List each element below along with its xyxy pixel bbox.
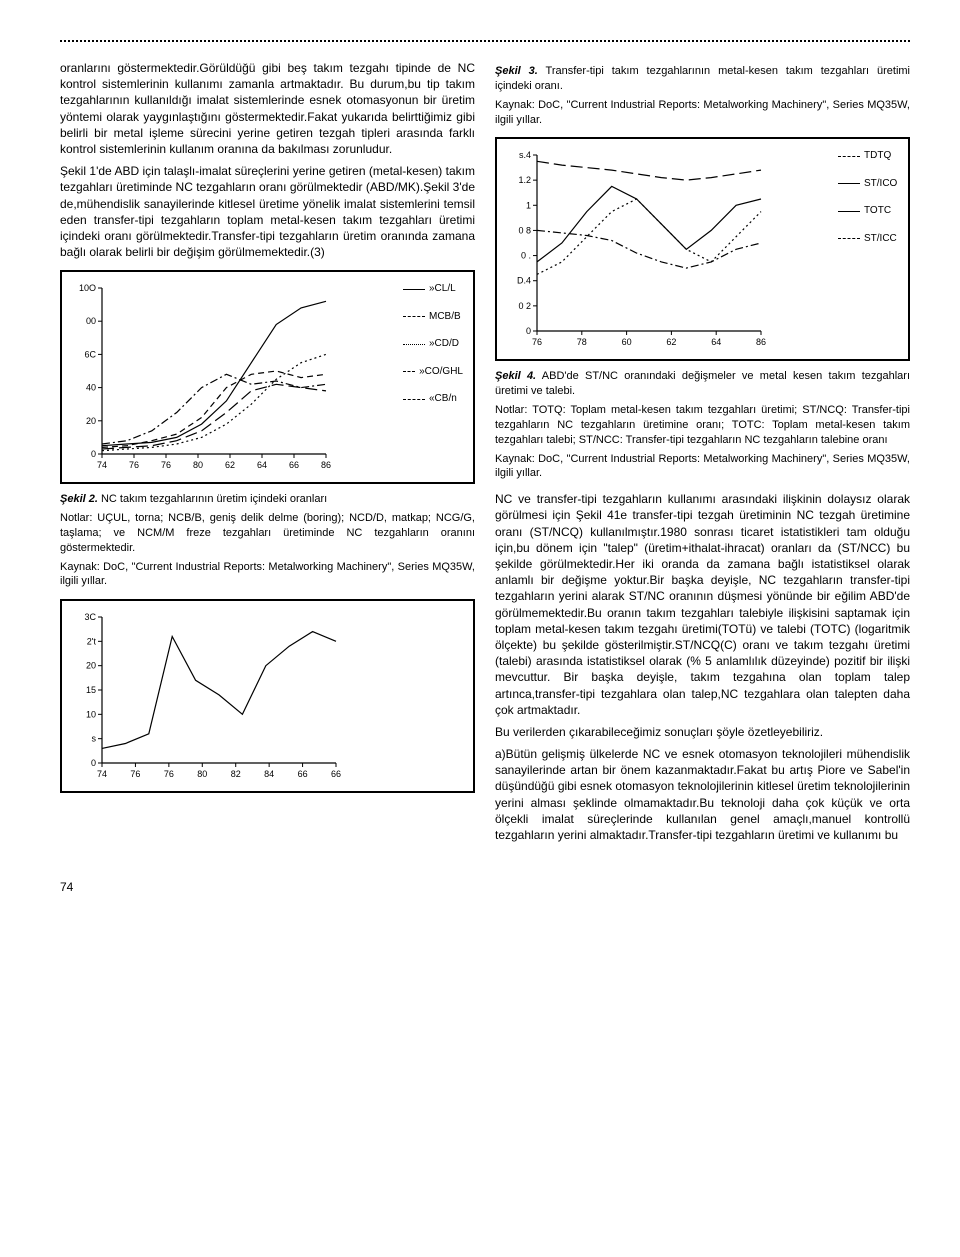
svg-text:6C: 6C: [84, 350, 96, 360]
top-rule: [60, 40, 910, 42]
legend-item: «CB/n: [403, 392, 463, 406]
svg-text:78: 78: [577, 337, 587, 347]
legend-item: »CL/L: [403, 282, 463, 296]
svg-text:86: 86: [321, 460, 331, 470]
figure-3-legend: TDTQ ST/ICO TOTC ST/ICC: [830, 149, 898, 349]
svg-text:20: 20: [86, 661, 96, 671]
legend-item: MCB/B: [403, 310, 463, 324]
figure-3-title: Şekil 3.: [495, 65, 538, 77]
svg-text:86: 86: [756, 337, 766, 347]
svg-text:0 .: 0 .: [521, 251, 531, 261]
svg-text:76: 76: [532, 337, 542, 347]
svg-text:10O: 10O: [79, 283, 96, 293]
left-para-1: oranlarını göstermektedir.Görüldüğü gibi…: [60, 60, 475, 157]
legend-item: TDTQ: [838, 149, 898, 163]
svg-text:15: 15: [86, 685, 96, 695]
svg-text:74: 74: [97, 769, 107, 779]
svg-text:66: 66: [331, 769, 341, 779]
figure-4-notes: Notlar: TOTQ: Toplam metal-kesen takım t…: [495, 403, 910, 448]
figure-4-caption-body: ABD'de ST/NC oranındaki değişmeler ve me…: [495, 370, 910, 397]
figure-3-source: Kaynak: DoC, "Current Industrial Reports…: [495, 98, 910, 128]
svg-text:76: 76: [164, 769, 174, 779]
svg-text:62: 62: [666, 337, 676, 347]
page-number: 74: [60, 879, 910, 895]
svg-text:0: 0: [526, 326, 531, 336]
left-column: oranlarını göstermektedir.Görüldüğü gibi…: [60, 60, 475, 849]
figure-2-caption-body: NC takım tezgahlarının üretim içindeki o…: [98, 493, 327, 505]
svg-text:2't: 2't: [87, 637, 97, 647]
svg-text:84: 84: [264, 769, 274, 779]
svg-text:76: 76: [129, 460, 139, 470]
figure-2-plot: 0 20 40 6C 00 10O 74 76 76 80 62 64 66 86: [72, 282, 395, 472]
svg-text:62: 62: [225, 460, 235, 470]
legend-item: ST/ICO: [838, 177, 898, 191]
svg-text:64: 64: [711, 337, 721, 347]
svg-text:20: 20: [86, 416, 96, 426]
svg-text:82: 82: [231, 769, 241, 779]
svg-text:66: 66: [298, 769, 308, 779]
svg-text:00: 00: [86, 316, 96, 326]
legend-item: »CD/D: [403, 337, 463, 351]
svg-text:1: 1: [526, 201, 531, 211]
svg-text:0 8: 0 8: [518, 226, 531, 236]
legend-item: »CO/GHL: [403, 365, 463, 379]
figure-4-title: Şekil 4.: [495, 370, 536, 382]
figure-2-box: 020406C0010O7476768062646686 »CL/LMCB/B»…: [60, 270, 475, 484]
svg-text:s.4: s.4: [519, 150, 531, 160]
svg-text:10: 10: [86, 710, 96, 720]
figure-4-source: Kaynak: DoC, "Current Industrial Reports…: [495, 452, 910, 482]
svg-text:76: 76: [130, 769, 140, 779]
figure-3-caption: Şekil 3. Transfer-tipi takım tezgahların…: [495, 64, 910, 94]
right-para-3: a)Bütün gelişmiş ülkelerde NC ve esnek o…: [495, 746, 910, 843]
figure-3-caption-body: Transfer-tipi takım tezgahlarının metal-…: [495, 65, 910, 92]
svg-text:0 2: 0 2: [518, 301, 531, 311]
svg-text:0: 0: [91, 758, 96, 768]
right-para-1: NC ve transfer-tipi tezgahların kullanım…: [495, 491, 910, 718]
svg-text:1.2: 1.2: [518, 176, 531, 186]
svg-text:D.4: D.4: [517, 276, 531, 286]
figure-2-caption: Şekil 2. NC takım tezgahlarının üretim i…: [60, 492, 475, 507]
right-para-2: Bu verilerden çıkarabileceğimiz sonuçlar…: [495, 724, 910, 740]
svg-text:80: 80: [193, 460, 203, 470]
figure-4-caption: Şekil 4. ABD'de ST/NC oranındaki değişme…: [495, 369, 910, 399]
svg-text:64: 64: [257, 460, 267, 470]
figure-2-title: Şekil 2.: [60, 493, 98, 505]
figure-2b-box: 0 s 10 15 20 2't 3C 74 76 76 80 82 84 66 66: [60, 599, 475, 793]
svg-text:60: 60: [622, 337, 632, 347]
svg-text:40: 40: [86, 383, 96, 393]
figure-2b-plot: 0 s 10 15 20 2't 3C 74 76 76 80 82 84 66 66: [72, 611, 463, 781]
figure-3-box: 0 0 2 D.4 0 . 0 8 1 1.2 s.4 76 78 60 62 64 86 TDTQ ST…: [495, 137, 910, 361]
svg-text:66: 66: [289, 460, 299, 470]
svg-text:s: s: [92, 734, 97, 744]
figure-3-plot: 0 0 2 D.4 0 . 0 8 1 1.2 s.4 76 78 60 62 64 86: [507, 149, 830, 349]
svg-text:0: 0: [91, 449, 96, 459]
svg-text:76: 76: [161, 460, 171, 470]
figure-2-notes: Notlar: UÇUL, torna; NCB/B, geniş delik …: [60, 511, 475, 556]
svg-text:3C: 3C: [84, 612, 96, 622]
figure-2-source: Kaynak: DoC, "Current Industrial Reports…: [60, 560, 475, 590]
right-column: Şekil 3. Transfer-tipi takım tezgahların…: [495, 60, 910, 849]
legend-item: ST/ICC: [838, 232, 898, 246]
figure-2-legend: »CL/L MCB/B »CD/D »CO/GHL «CB/n: [395, 282, 463, 472]
legend-item: TOTC: [838, 204, 898, 218]
left-para-2: Şekil 1'de ABD için talaşlı-imalat süreç…: [60, 163, 475, 260]
svg-text:80: 80: [197, 769, 207, 779]
svg-text:74: 74: [97, 460, 107, 470]
